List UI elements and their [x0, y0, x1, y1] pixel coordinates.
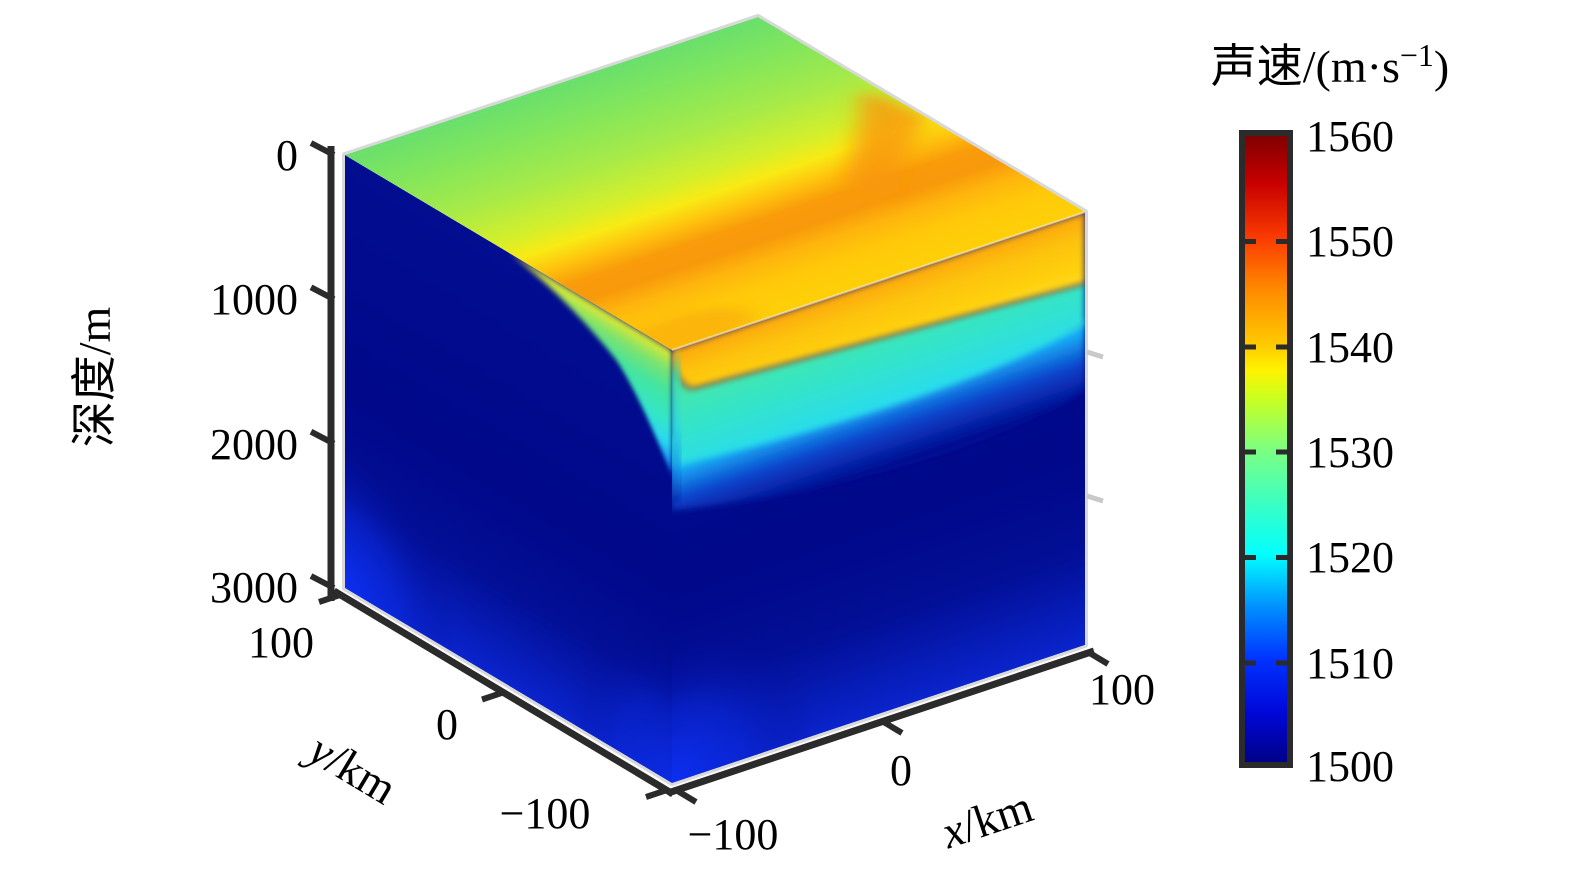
top-face-front-curve — [843, 90, 929, 200]
colorbar: 1560 1550 1540 1530 1520 1510 1500 声速/(m… — [1211, 37, 1449, 791]
right-face-turquoise-band — [672, 283, 1085, 467]
y-axis-tick-labels: 100 0 −100 — [248, 618, 590, 838]
colorbar-inner-ticks — [1245, 239, 1287, 666]
cb-tick-1500: 1500 — [1306, 742, 1394, 791]
cube-left-face — [345, 155, 672, 783]
axes — [309, 140, 1110, 805]
y-axis-label: y/km — [297, 721, 406, 814]
y-axis-ruler — [332, 587, 675, 798]
colorbar-tick-labels: 1560 1550 1540 1530 1520 1510 1500 — [1306, 112, 1394, 791]
y-tick-m100: −100 — [500, 789, 591, 838]
front-edge-seam-strip — [672, 349, 681, 504]
cb-tick-1510: 1510 — [1306, 639, 1394, 688]
z-axis-tick-labels: 0 1000 2000 3000 — [210, 131, 298, 612]
left-face-warm-wedge — [508, 252, 672, 476]
z-axis-ticks — [309, 140, 336, 591]
z-tick-1000: 1000 — [210, 275, 298, 324]
right-face-gold-band — [672, 212, 1085, 389]
colorbar-title: 声速/(m·s−1) — [1211, 37, 1449, 92]
z-tick-2000: 2000 — [210, 420, 298, 469]
cube-right-face — [672, 212, 1085, 783]
z-tick-3000: 3000 — [210, 563, 298, 612]
cb-tick-1530: 1530 — [1306, 428, 1394, 477]
colorbar-title-sup: −1 — [1400, 37, 1434, 73]
colorbar-title-main: 声速/(m·s — [1211, 41, 1400, 92]
cb-tick-1520: 1520 — [1306, 533, 1394, 582]
top-front-edge-highlight — [671, 211, 1086, 351]
top-face-base — [345, 17, 1085, 350]
colorbar-gradient — [1242, 133, 1290, 765]
cb-tick-1540: 1540 — [1306, 323, 1394, 372]
x-tick-0: 0 — [890, 746, 912, 795]
x-axis-tick-labels: −100 0 100 — [688, 665, 1155, 859]
y-tick-0: 0 — [436, 700, 458, 749]
y-axis-ticks — [318, 592, 668, 800]
cb-tick-1550: 1550 — [1306, 217, 1394, 266]
z-axis-label: 深度/m — [69, 307, 120, 448]
colorbar-border — [1239, 130, 1293, 768]
x-axis-label-unit: /km — [955, 780, 1039, 851]
y-tick-100: 100 — [248, 618, 314, 667]
right-edge-faint-ticks — [1086, 349, 1104, 504]
z-tick-0: 0 — [276, 131, 298, 180]
x-tick-100: 100 — [1089, 665, 1155, 714]
x-axis-label: x/km — [934, 780, 1039, 858]
colorbar-title-close: ) — [1434, 41, 1449, 92]
x-axis-ticks — [674, 649, 1110, 805]
x-tick-m100: −100 — [688, 810, 779, 859]
cb-tick-1560: 1560 — [1306, 112, 1394, 161]
x-axis-ruler — [666, 647, 1096, 797]
